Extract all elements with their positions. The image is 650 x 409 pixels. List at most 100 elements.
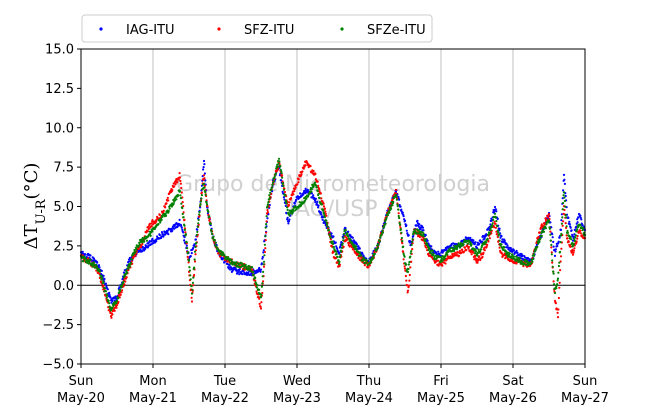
data-point (412, 234, 415, 237)
data-point (562, 220, 565, 223)
data-point (210, 230, 213, 233)
data-point (335, 250, 338, 253)
data-point (332, 245, 335, 248)
data-point (202, 168, 205, 171)
data-point (310, 190, 313, 193)
data-points (79, 157, 587, 319)
data-point (115, 304, 119, 307)
y-tick-label: −5.0 (42, 358, 74, 373)
data-point (317, 206, 320, 209)
data-point (265, 223, 268, 226)
data-point (521, 254, 524, 257)
data-point (405, 229, 408, 232)
data-point (498, 239, 501, 242)
data-point (261, 282, 264, 285)
data-point (483, 242, 486, 246)
x-tick-label-date: May-25 (417, 391, 465, 406)
data-point (292, 210, 295, 213)
data-point (234, 263, 237, 266)
data-point (574, 236, 577, 239)
data-point (104, 290, 107, 293)
data-point (416, 219, 419, 222)
data-point (184, 231, 187, 234)
data-point (576, 228, 579, 231)
data-point (114, 295, 117, 298)
data-point (330, 232, 333, 235)
data-point (576, 237, 579, 240)
data-point (150, 225, 153, 228)
data-point (103, 287, 107, 290)
data-point (151, 219, 154, 222)
data-point (188, 269, 191, 272)
data-point (208, 219, 211, 222)
y-axis: −5.0 −2.5 0.0 2.5 5.0 7.5 10.0 12.5 15.0 (42, 43, 81, 373)
data-point (472, 251, 475, 254)
data-point (477, 248, 480, 251)
data-point (437, 264, 440, 267)
data-point (167, 210, 170, 213)
data-point (323, 207, 326, 210)
data-point (312, 194, 315, 197)
data-point (470, 243, 473, 246)
data-point (406, 291, 409, 294)
data-point (261, 255, 264, 259)
data-point (265, 220, 268, 223)
data-point (314, 201, 317, 204)
data-point (106, 288, 109, 291)
data-point (213, 238, 216, 242)
data-point (343, 232, 346, 235)
data-point (173, 185, 176, 188)
y-tick-label: −2.5 (42, 318, 74, 333)
data-point (176, 181, 179, 184)
data-point (560, 219, 563, 222)
data-point (95, 265, 98, 268)
data-point (362, 257, 365, 260)
data-point (391, 204, 394, 207)
data-point (559, 250, 562, 254)
data-point (416, 232, 419, 235)
data-point (296, 183, 299, 186)
data-point (410, 250, 413, 253)
data-point (344, 227, 347, 230)
data-point (157, 223, 160, 226)
data-point (281, 174, 284, 177)
data-point (298, 201, 301, 204)
data-point (499, 236, 502, 239)
data-point (151, 230, 154, 233)
data-point (202, 182, 206, 185)
data-point (494, 216, 497, 219)
data-point (203, 186, 206, 189)
data-point (579, 232, 582, 235)
data-point (565, 216, 568, 219)
data-point (479, 250, 482, 253)
data-point (196, 228, 199, 231)
data-point (540, 234, 543, 238)
data-point (260, 301, 263, 304)
data-point (321, 218, 324, 221)
data-point (177, 194, 180, 197)
data-point (194, 253, 197, 256)
data-point (380, 233, 383, 236)
data-point (488, 232, 491, 235)
data-point (525, 265, 529, 268)
data-point (496, 217, 499, 220)
data-point (93, 266, 97, 269)
data-point (549, 239, 552, 242)
data-point (358, 251, 361, 255)
data-point (361, 259, 365, 262)
data-point (316, 200, 319, 203)
data-point (404, 274, 407, 278)
data-point (533, 254, 536, 257)
data-point (385, 216, 388, 219)
data-point (367, 266, 370, 269)
data-point (524, 258, 527, 261)
data-point (89, 258, 92, 261)
data-point (108, 291, 111, 294)
legend-label: IAG-ITU (126, 23, 175, 38)
data-point (179, 194, 182, 197)
data-point (476, 254, 479, 257)
data-point (362, 254, 365, 257)
data-point (561, 216, 564, 219)
data-point (506, 244, 509, 247)
data-point (251, 268, 254, 271)
